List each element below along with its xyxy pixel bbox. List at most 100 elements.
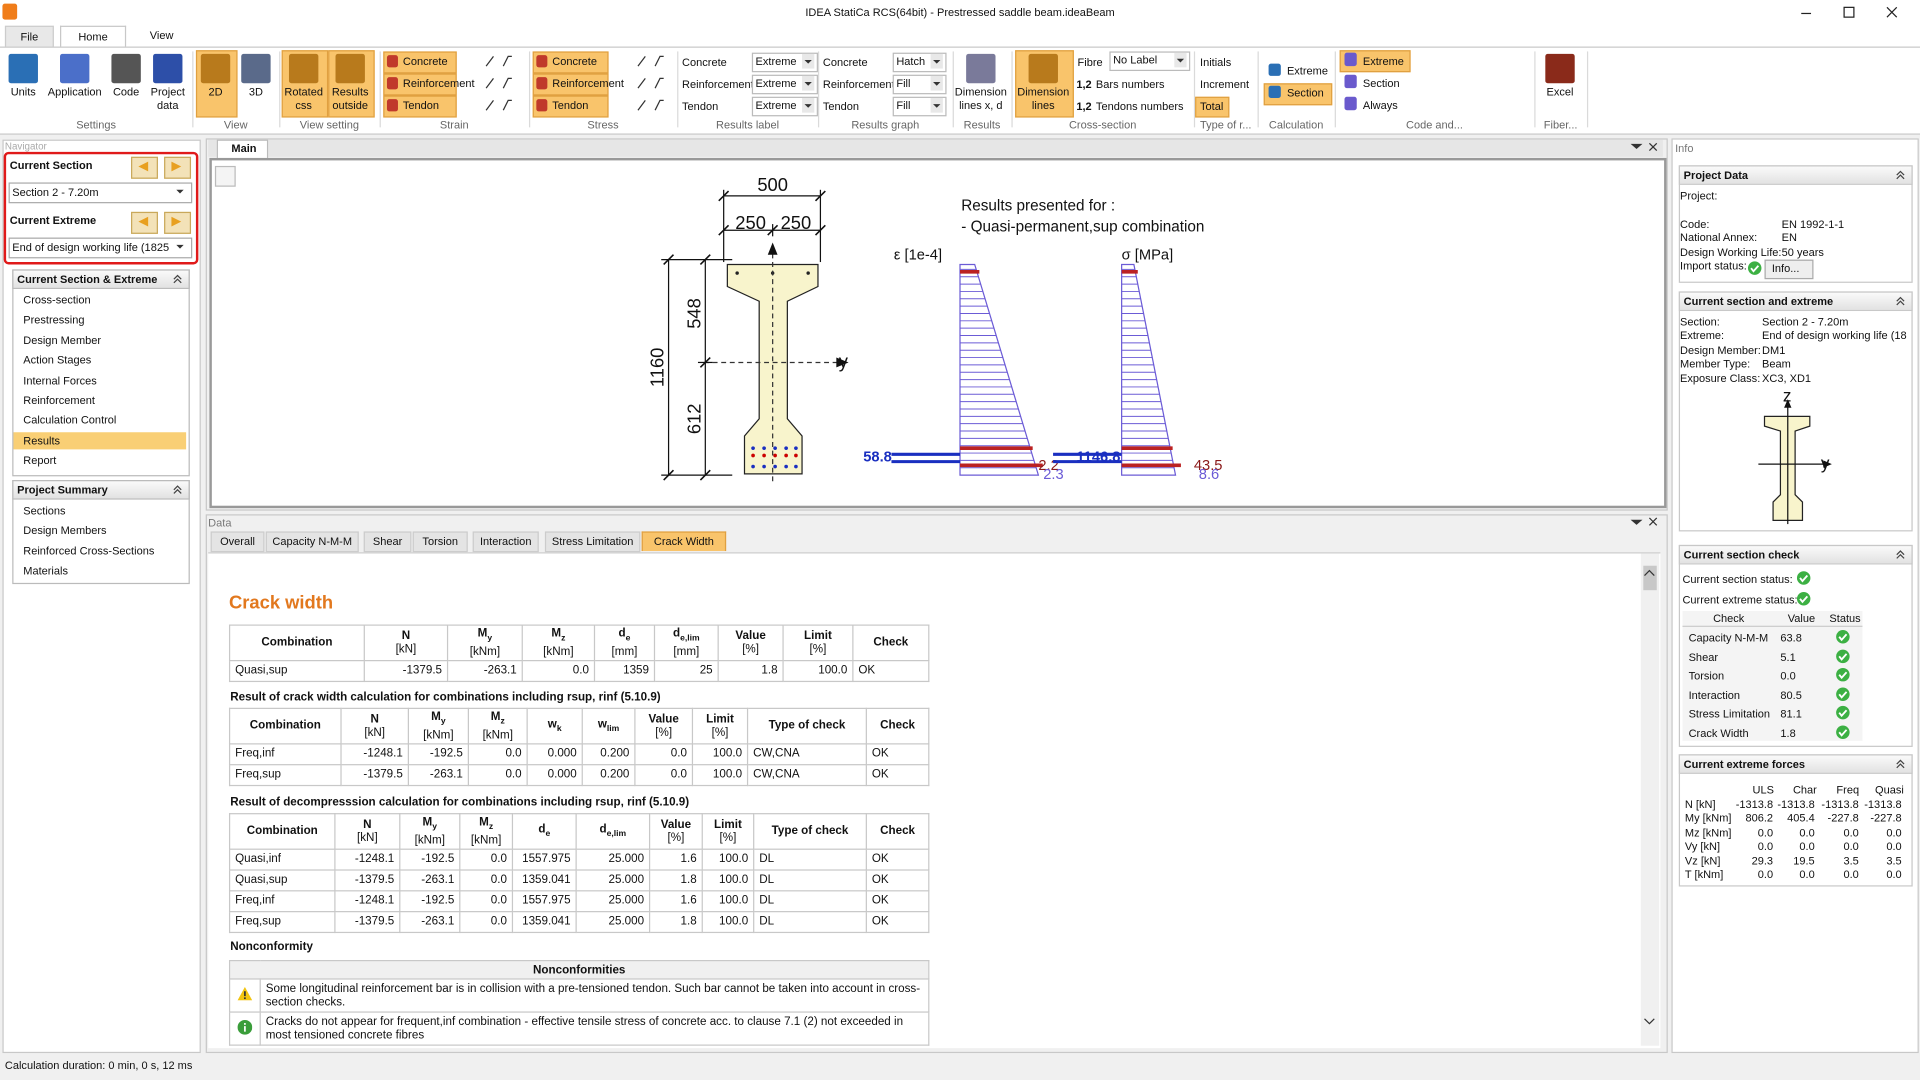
- navigator-item[interactable]: Calculation Control: [23, 414, 117, 427]
- data-table: Combination N [kN] My [kNm] Mz [kNm] de [mm] de,l…: [228, 624, 930, 682]
- info-value: Section 2 - 7.20m: [1762, 315, 1849, 329]
- info-key: Code:: [1680, 217, 1710, 231]
- header-text: Limit: [804, 629, 832, 643]
- ribbon-group-label: Strain: [439, 118, 469, 132]
- ribbon-button[interactable]: Rotated css: [284, 85, 323, 112]
- ribbon-button[interactable]: Dimension lines: [1017, 85, 1070, 112]
- ribbon-button[interactable]: Tendons numbers: [1095, 100, 1184, 113]
- close-button[interactable]: [1880, 0, 1907, 24]
- data-tab[interactable]: Crack Width: [641, 531, 727, 552]
- ribbon-button[interactable]: Project data: [150, 85, 185, 112]
- panel-header: [1678, 754, 1913, 774]
- ribbon-button[interactable]: Tendon: [402, 99, 440, 112]
- header-cell: My [kNm]: [407, 707, 469, 745]
- ribbon-group-label: Results label: [716, 118, 780, 132]
- ribbon-button[interactable]: Total: [1200, 100, 1224, 113]
- ribbon-button[interactable]: Reinforcement: [402, 77, 475, 90]
- active-button: [383, 51, 457, 74]
- selector-dropdown[interactable]: [8, 237, 193, 259]
- active-button: [1339, 50, 1411, 73]
- ribbon-button[interactable]: Tendon: [552, 99, 589, 112]
- force-value: -1313.8: [1821, 798, 1859, 811]
- dropdown-arrow: [1174, 52, 1187, 68]
- table-cell: 0.0: [459, 910, 514, 933]
- ribbon-button[interactable]: Excel: [1546, 85, 1574, 98]
- navigator-item[interactable]: Materials: [23, 564, 68, 577]
- scrollbar[interactable]: [1640, 553, 1660, 1046]
- ribbon-button[interactable]: Units: [10, 85, 36, 98]
- info-value: EN 1992-1-1: [1781, 217, 1845, 231]
- navigator-item[interactable]: Report: [23, 454, 57, 467]
- ribbon-button[interactable]: Extreme: [1362, 55, 1404, 68]
- data-tab[interactable]: Overall: [210, 531, 265, 553]
- navigator-item[interactable]: Internal Forces: [23, 374, 97, 387]
- ribbon-button[interactable]: Section: [1286, 86, 1324, 100]
- navigator-item[interactable]: Sections: [23, 504, 66, 517]
- data-tab[interactable]: Capacity N-M-M: [265, 531, 359, 553]
- dropdown[interactable]: [751, 52, 818, 73]
- ribbon-tab[interactable]: File: [4, 25, 54, 48]
- info-button[interactable]: [1764, 259, 1814, 280]
- nonconformity-text: Some longitudinal reinforcement bar is i…: [259, 978, 930, 1013]
- data-tab[interactable]: Stress Limitation: [544, 531, 641, 553]
- ribbon-button[interactable]: Bars numbers: [1095, 78, 1165, 91]
- force-name: My [kNm]: [1684, 811, 1732, 825]
- ribbon-button[interactable]: Extreme: [1286, 64, 1328, 78]
- header-rule: [1682, 625, 1863, 627]
- table-cell: -192.5: [399, 848, 461, 871]
- minimize-button[interactable]: [1794, 0, 1821, 24]
- table-row: Freq,sup -1379.5 -263.1 0.0 1359.041 25.000 1.…: [228, 910, 930, 933]
- ribbon-button[interactable]: Results outside: [331, 85, 369, 112]
- ribbon-button[interactable]: Application: [47, 85, 102, 98]
- dropdown-value: Hatch: [896, 55, 926, 68]
- check-name: Crack Width: [1688, 727, 1749, 740]
- header-unit: [%]: [719, 831, 737, 845]
- header-subscript: y: [432, 822, 438, 832]
- table-cell: Quasi,inf: [228, 848, 336, 871]
- scrollbar-thumb[interactable]: [1643, 565, 1657, 591]
- header-text: d: [672, 626, 681, 641]
- ribbon-button[interactable]: Reinforcement: [552, 77, 624, 90]
- ribbon-button[interactable]: Dimension lines x, d: [954, 85, 1007, 112]
- ribbon-tab[interactable]: Home: [60, 25, 127, 47]
- table-header: Value: [1787, 612, 1816, 625]
- group-separator: [1257, 51, 1259, 128]
- navigator-item[interactable]: Reinforcement: [23, 394, 95, 407]
- ribbon-tab[interactable]: View: [149, 29, 174, 42]
- group-separator: [192, 51, 194, 128]
- ribbon-button[interactable]: Initials: [1200, 56, 1232, 69]
- info-key: Exposure Class:: [1680, 372, 1761, 385]
- data-tab[interactable]: Interaction: [472, 531, 539, 553]
- data-tab[interactable]: Shear: [363, 531, 412, 553]
- table-row: Freq,inf -1248.1 -192.5 0.0 1557.975 25.000 1.…: [228, 890, 930, 913]
- table-cell: DL: [753, 848, 867, 871]
- table-cell: CW,CNA: [746, 763, 867, 786]
- table-cell: 0.0: [467, 743, 528, 766]
- navigator-item[interactable]: Action Stages: [23, 354, 92, 367]
- ribbon-button[interactable]: 3D: [248, 85, 263, 98]
- navigator-item[interactable]: Design Members: [23, 524, 107, 537]
- data-tab[interactable]: Torsion: [412, 531, 468, 553]
- ribbon-button[interactable]: Section: [1362, 77, 1400, 90]
- navigator-item[interactable]: Cross-section: [23, 293, 91, 307]
- ribbon-button[interactable]: Increment: [1200, 78, 1250, 91]
- ribbon-button[interactable]: Code: [112, 85, 140, 98]
- selector-dropdown[interactable]: [8, 182, 193, 204]
- title-bar: [0, 0, 1920, 25]
- header-cell: wlim: [581, 707, 636, 745]
- maximize-button[interactable]: [1837, 0, 1864, 24]
- navigator-item[interactable]: Design Member: [23, 334, 102, 347]
- dropdown[interactable]: [751, 74, 818, 95]
- ribbon-button[interactable]: Concrete: [552, 55, 597, 68]
- navigator-item[interactable]: Prestressing: [23, 313, 85, 327]
- header-unit: [%]: [742, 642, 760, 657]
- navigator-item[interactable]: Reinforced Cross-Sections: [23, 544, 155, 557]
- table-cell: 100.0: [701, 869, 755, 892]
- dropdown[interactable]: [1109, 51, 1191, 72]
- table-cell: 1557.975: [511, 890, 577, 913]
- ribbon-button[interactable]: Concrete: [402, 55, 448, 68]
- ribbon-button[interactable]: 2D: [208, 85, 223, 98]
- ribbon-button[interactable]: Always: [1362, 99, 1398, 112]
- dropdown[interactable]: [751, 96, 818, 117]
- navigator-item[interactable]: Results: [23, 434, 61, 447]
